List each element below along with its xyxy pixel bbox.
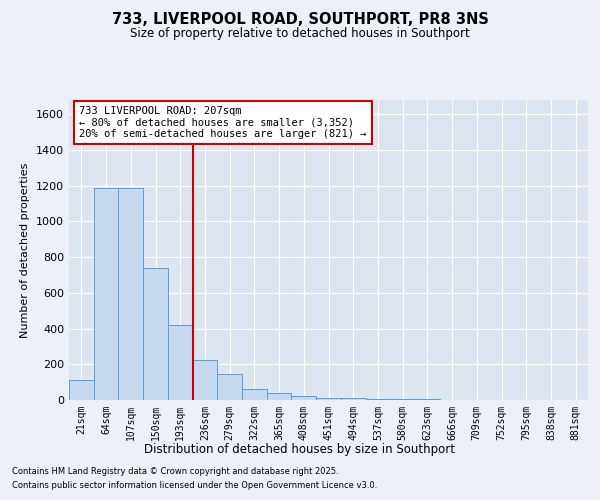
Bar xyxy=(217,374,242,400)
Bar xyxy=(168,325,193,400)
Bar xyxy=(292,396,316,400)
Text: Contains public sector information licensed under the Open Government Licence v3: Contains public sector information licen… xyxy=(12,481,377,490)
Text: Contains HM Land Registry data © Crown copyright and database right 2025.: Contains HM Land Registry data © Crown c… xyxy=(12,468,338,476)
Bar xyxy=(143,268,168,400)
Bar xyxy=(94,188,118,400)
Text: Size of property relative to detached houses in Southport: Size of property relative to detached ho… xyxy=(130,28,470,40)
Bar xyxy=(193,360,217,400)
Bar xyxy=(341,398,365,400)
Text: 733 LIVERPOOL ROAD: 207sqm
← 80% of detached houses are smaller (3,352)
20% of s: 733 LIVERPOOL ROAD: 207sqm ← 80% of deta… xyxy=(79,106,367,139)
Bar xyxy=(69,380,94,400)
Bar xyxy=(118,188,143,400)
Text: 733, LIVERPOOL ROAD, SOUTHPORT, PR8 3NS: 733, LIVERPOOL ROAD, SOUTHPORT, PR8 3NS xyxy=(112,12,488,28)
Bar xyxy=(365,399,390,400)
Bar xyxy=(316,398,341,400)
Y-axis label: Number of detached properties: Number of detached properties xyxy=(20,162,31,338)
Bar xyxy=(242,390,267,400)
Text: Distribution of detached houses by size in Southport: Distribution of detached houses by size … xyxy=(145,442,455,456)
Bar xyxy=(267,393,292,400)
